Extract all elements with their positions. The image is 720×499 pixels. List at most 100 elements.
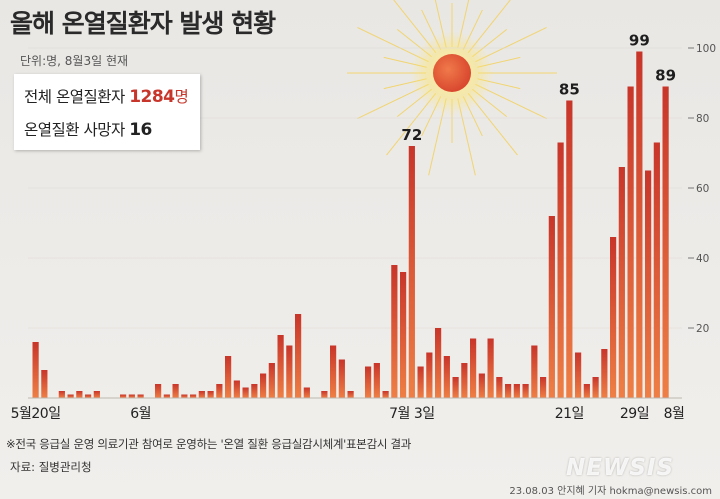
sun-illustration xyxy=(347,0,557,176)
deaths-value: 16 xyxy=(129,120,152,140)
bar xyxy=(163,394,170,398)
bar xyxy=(207,391,214,398)
bar xyxy=(128,394,135,398)
bar xyxy=(443,356,450,398)
bar xyxy=(251,384,258,398)
bar xyxy=(242,387,249,398)
peak-label: 72 xyxy=(401,126,422,144)
bar xyxy=(155,384,162,398)
peak-label: 99 xyxy=(629,32,650,50)
y-tick-label: 100 xyxy=(696,43,716,55)
total-patients-unit: 명 xyxy=(174,88,189,106)
newsis-watermark: NEWSIS xyxy=(566,455,675,481)
bar xyxy=(557,142,564,398)
bar xyxy=(426,352,433,398)
bar xyxy=(295,314,302,398)
x-tick-label: 5월20일 xyxy=(11,406,61,422)
bar xyxy=(610,237,617,398)
bar xyxy=(627,86,634,398)
bar xyxy=(41,370,48,398)
bar xyxy=(233,380,240,398)
y-tick-label: 20 xyxy=(696,323,709,335)
bar xyxy=(470,338,477,398)
bar xyxy=(400,272,407,398)
bar xyxy=(408,146,415,398)
bar xyxy=(382,391,389,398)
bar xyxy=(67,394,74,398)
bar xyxy=(487,338,494,398)
survey-footnote: ※전국 응급실 운영 의료기관 참여로 운영하는 '온열 질환 응급실감시체계'… xyxy=(6,437,412,451)
bar xyxy=(303,387,310,398)
bar xyxy=(365,366,372,398)
y-tick-label: 80 xyxy=(696,113,709,125)
peak-labels: 72 85 99 89 xyxy=(401,32,676,145)
bar xyxy=(268,363,275,398)
bar xyxy=(496,377,503,398)
bars xyxy=(32,51,669,398)
bar xyxy=(32,342,39,398)
bar xyxy=(190,394,197,398)
bar xyxy=(575,352,582,398)
bar xyxy=(198,391,205,398)
bar xyxy=(531,345,538,398)
bar xyxy=(260,373,267,398)
bar xyxy=(137,394,144,398)
bar xyxy=(225,356,232,398)
total-patients-label: 전체 온열질환자 xyxy=(24,88,125,106)
bar xyxy=(181,394,188,398)
bar xyxy=(662,86,669,398)
unit-note: 단위:명, 8월3일 현재 xyxy=(20,54,129,68)
bar xyxy=(513,384,520,398)
peak-label: 85 xyxy=(559,81,580,99)
bar xyxy=(461,363,468,398)
x-tick-label: 21일 xyxy=(555,406,584,422)
x-tick-label: 29일 xyxy=(620,406,649,422)
x-tick-label: 7월 3일 xyxy=(389,406,435,422)
bar xyxy=(216,384,223,398)
bar xyxy=(330,345,337,398)
deaths-line: 온열질환 사망자 16 xyxy=(24,118,152,140)
bar xyxy=(93,391,100,398)
y-axis: 20 40 60 80 100 xyxy=(688,43,716,335)
bar xyxy=(321,391,328,398)
bar xyxy=(338,359,345,398)
y-tick-label: 60 xyxy=(696,183,709,195)
bar xyxy=(592,377,599,398)
bar xyxy=(452,377,459,398)
bar xyxy=(347,391,354,398)
bar xyxy=(58,391,65,398)
bar xyxy=(601,349,608,398)
byline-credit: 23.08.03 안지혜 기자 hokma@newsis.com xyxy=(509,486,712,497)
page-title: 올해 온열질환자 발생 현황 xyxy=(10,9,276,38)
bar xyxy=(478,373,485,398)
bar xyxy=(85,394,92,398)
bar xyxy=(172,384,179,398)
peak-label: 89 xyxy=(655,67,676,85)
bar xyxy=(286,345,293,398)
bar xyxy=(391,265,398,398)
bar xyxy=(653,142,660,398)
x-tick-label: 8월 xyxy=(664,406,685,422)
bar xyxy=(618,167,625,398)
bar xyxy=(435,328,442,398)
bar xyxy=(583,384,590,398)
bar xyxy=(277,335,284,398)
bar xyxy=(120,394,127,398)
bar xyxy=(505,384,512,398)
source-note: 자료: 질병관리청 xyxy=(10,460,92,474)
x-axis: 5월20일 6월 7월 3일 21일 29일 8월 xyxy=(11,406,685,422)
sun-core xyxy=(433,54,471,92)
x-tick-label: 6월 xyxy=(130,406,151,422)
bar xyxy=(373,363,380,398)
bar xyxy=(417,366,424,398)
bar xyxy=(645,170,652,398)
bar xyxy=(540,377,547,398)
summary-box: 전체 온열질환자 1284명 온열질환 사망자 16 xyxy=(14,74,200,150)
bar xyxy=(566,100,573,398)
total-patients-value: 1284 xyxy=(129,87,175,107)
deaths-label: 온열질환 사망자 xyxy=(24,121,125,139)
grid-lines xyxy=(28,47,682,329)
y-tick-label: 40 xyxy=(696,253,709,265)
bar xyxy=(76,391,83,398)
